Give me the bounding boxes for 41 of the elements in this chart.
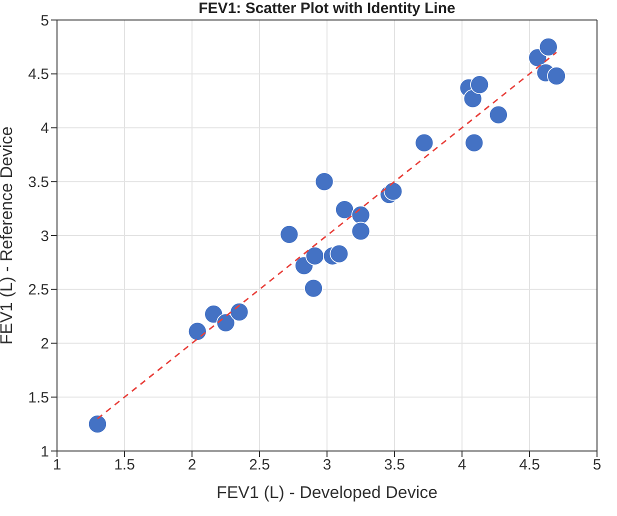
- y-tick-label: 3.5: [28, 174, 49, 191]
- y-tick-label: 4.5: [28, 66, 49, 84]
- point: [305, 246, 324, 266]
- y-axis-title: FEV1 (L) - Reference Device: [0, 126, 16, 345]
- x-axis-title: FEV1 (L) - Developed Device: [216, 483, 438, 502]
- x-tick-label: 1: [52, 456, 62, 474]
- y-tick-label: 1.5: [28, 389, 49, 406]
- point: [384, 182, 403, 201]
- y-tick-label: 2.5: [28, 282, 49, 299]
- point: [351, 222, 370, 241]
- point: [330, 244, 349, 264]
- point: [88, 414, 107, 434]
- y-tick-label: 1: [40, 443, 49, 460]
- y-tick-label: 2: [40, 336, 49, 353]
- chart-title: FEV1: Scatter Plot with Identity Line: [198, 0, 456, 17]
- point: [547, 66, 566, 86]
- x-tick-label: 4: [458, 456, 466, 474]
- y-tick-label: 4: [40, 120, 49, 138]
- x-tick-label: 3.5: [384, 456, 405, 474]
- point: [216, 313, 236, 332]
- point: [464, 133, 484, 152]
- x-tick-label: 2: [188, 456, 196, 474]
- point: [539, 38, 558, 56]
- point: [280, 225, 299, 244]
- x-tick-label: 1.5: [114, 456, 135, 474]
- point: [188, 322, 207, 341]
- y-tick-label: 5: [40, 12, 49, 30]
- point: [470, 75, 489, 94]
- x-tick-label: 3: [322, 456, 332, 474]
- point: [414, 133, 434, 152]
- x-tick-label: 5: [592, 456, 602, 474]
- point: [351, 206, 370, 224]
- point: [335, 200, 354, 220]
- point: [463, 89, 482, 108]
- point: [304, 278, 323, 298]
- point: [489, 105, 508, 124]
- x-tick-label: 2.5: [249, 456, 270, 474]
- point: [230, 302, 249, 322]
- x-tick-label: 4.5: [519, 456, 540, 474]
- y-tick-label: 3: [40, 228, 49, 245]
- point: [314, 172, 334, 192]
